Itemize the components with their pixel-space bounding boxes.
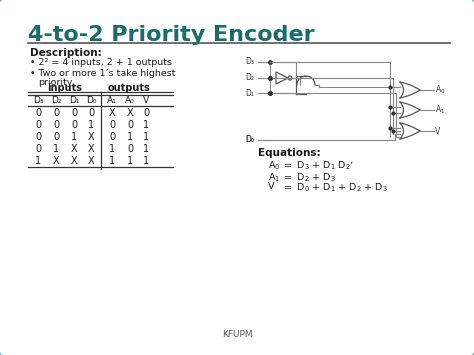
Text: X: X	[53, 156, 59, 166]
Text: X: X	[88, 132, 94, 142]
Text: 0: 0	[35, 132, 41, 142]
Text: Equations:: Equations:	[258, 148, 320, 158]
Text: 0: 0	[53, 120, 59, 130]
Text: D₃: D₃	[245, 58, 254, 66]
Text: 4-to-2 Priority Encoder: 4-to-2 Priority Encoder	[28, 25, 315, 45]
Text: 0: 0	[35, 108, 41, 118]
Text: 0: 0	[71, 120, 77, 130]
Text: V: V	[143, 96, 149, 105]
Text: A$_0$: A$_0$	[435, 84, 446, 96]
Text: Description:: Description:	[30, 48, 102, 58]
Text: 1: 1	[109, 144, 115, 154]
Text: X: X	[88, 156, 94, 166]
Text: 0: 0	[109, 132, 115, 142]
Text: • 2² = 4 inputs, 2 + 1 outputs: • 2² = 4 inputs, 2 + 1 outputs	[30, 58, 172, 67]
Text: A$_1$: A$_1$	[268, 171, 280, 184]
Text: A₀: A₀	[125, 96, 135, 105]
Text: 0: 0	[127, 144, 133, 154]
Text: 1: 1	[71, 132, 77, 142]
Text: V: V	[435, 126, 440, 136]
Text: A$_0$: A$_0$	[268, 160, 280, 173]
Text: • Two or more 1’s take highest: • Two or more 1’s take highest	[30, 69, 175, 78]
Text: D₃: D₃	[33, 96, 43, 105]
Text: 0: 0	[109, 120, 115, 130]
Text: D₁: D₁	[69, 96, 79, 105]
Text: =  D$_3$ + D$_1$ D$_2$’: = D$_3$ + D$_1$ D$_2$’	[283, 160, 354, 173]
Text: D₁: D₁	[245, 88, 254, 98]
Text: inputs: inputs	[47, 83, 82, 93]
Text: 1: 1	[127, 132, 133, 142]
Text: 1: 1	[35, 156, 41, 166]
Text: 0: 0	[35, 120, 41, 130]
Text: D₂: D₂	[245, 73, 254, 82]
Text: X: X	[71, 144, 77, 154]
Text: 1: 1	[109, 156, 115, 166]
Text: 0: 0	[143, 108, 149, 118]
Text: 0: 0	[127, 120, 133, 130]
Text: X: X	[127, 108, 133, 118]
Text: X: X	[109, 108, 115, 118]
Text: 1: 1	[88, 120, 94, 130]
Text: 0: 0	[88, 108, 94, 118]
Text: 0: 0	[71, 108, 77, 118]
Text: priority: priority	[38, 78, 73, 87]
Text: X: X	[71, 156, 77, 166]
Text: 0: 0	[53, 132, 59, 142]
Text: 1: 1	[127, 156, 133, 166]
Text: 1: 1	[143, 144, 149, 154]
Text: =  D$_2$ + D$_3$: = D$_2$ + D$_3$	[283, 171, 336, 184]
Text: 1: 1	[143, 132, 149, 142]
Text: 1: 1	[143, 120, 149, 130]
Text: outputs: outputs	[108, 83, 150, 93]
Text: D₀: D₀	[86, 96, 96, 105]
Text: =  D$_0$ + D$_1$ + D$_2$ + D$_3$: = D$_0$ + D$_1$ + D$_2$ + D$_3$	[283, 182, 388, 195]
Text: V: V	[268, 182, 274, 191]
Text: D₀: D₀	[245, 136, 254, 144]
Text: D₂: D₂	[51, 96, 61, 105]
Text: 0: 0	[53, 108, 59, 118]
Text: X: X	[88, 144, 94, 154]
Text: D₀: D₀	[245, 136, 254, 144]
Text: 1: 1	[53, 144, 59, 154]
Text: A₁: A₁	[107, 96, 117, 105]
Text: 1: 1	[143, 156, 149, 166]
Text: 0: 0	[35, 144, 41, 154]
Text: A$_1$: A$_1$	[435, 104, 445, 116]
Text: KFUPM: KFUPM	[222, 330, 252, 339]
